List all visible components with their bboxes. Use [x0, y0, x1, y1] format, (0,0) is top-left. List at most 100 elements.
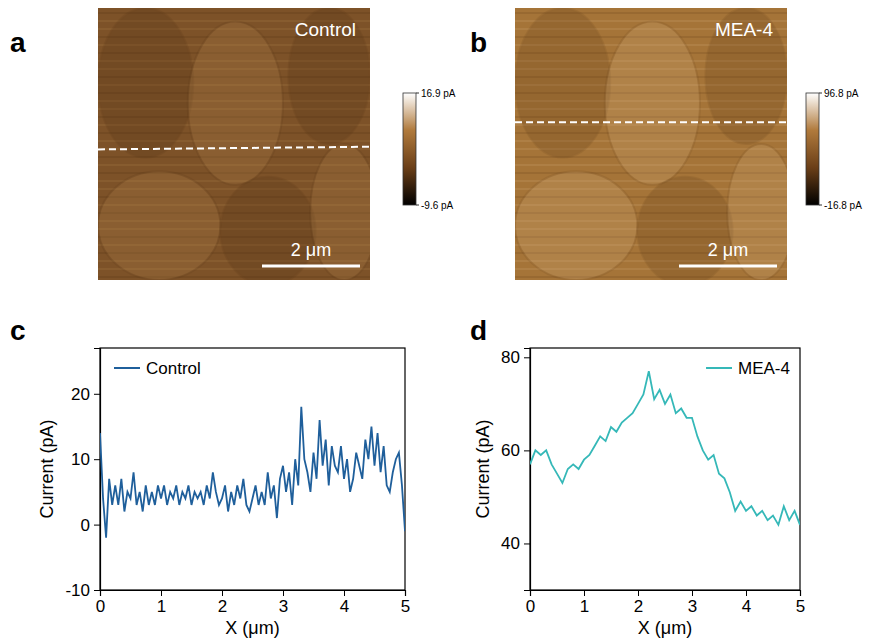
tick-mark	[94, 525, 100, 526]
tick-label: 1	[580, 597, 589, 616]
panel-letter: b	[470, 27, 487, 58]
colorbar-tick-label: -9.6 pA	[421, 200, 454, 211]
tick: 2	[218, 590, 227, 616]
tick-mark	[524, 450, 530, 451]
data-layer	[530, 371, 800, 525]
tick-mark	[94, 459, 100, 460]
grain	[288, 8, 370, 144]
tick: 1	[157, 590, 166, 616]
colorbar-tick-label: -16.8 pA	[824, 200, 862, 211]
legend: Control	[114, 359, 201, 378]
image-panel: a Control 2 μm 16.9 pA -9.6 pA	[10, 8, 456, 285]
tick-mark	[746, 590, 747, 596]
tick-mark	[800, 590, 801, 596]
data-line	[530, 371, 800, 525]
grain	[98, 8, 193, 158]
tick: 0	[526, 590, 535, 616]
colorbar-tick-label: 96.8 pA	[824, 88, 859, 99]
line-panel: d012345406080X (μm)Current (pA)MEA-4	[470, 315, 805, 638]
tick: 1	[580, 590, 589, 616]
axis-line	[94, 349, 101, 591]
tick: 0	[96, 590, 105, 616]
tick-label: 2	[218, 597, 227, 616]
tick-mark	[161, 590, 162, 596]
tick: 2	[634, 590, 643, 616]
scale-bar-label: 2 μm	[291, 240, 331, 260]
plot-frame	[100, 348, 405, 590]
data-layer	[100, 407, 405, 538]
tick-label: 5	[796, 597, 805, 616]
colorbar-tick	[819, 205, 822, 206]
legend-label: Control	[146, 359, 201, 378]
tick-label: 2	[634, 597, 643, 616]
tick: 0	[81, 516, 100, 535]
profile-line	[98, 147, 370, 150]
grain	[188, 22, 283, 185]
figure: a Control 2 μm 16.9 pA -9.6 pA b MEA-4 2 μm 96.8…	[0, 0, 871, 641]
tick: 20	[71, 385, 100, 404]
y-axis-title: Current (pA)	[473, 419, 493, 518]
legend: MEA-4	[706, 359, 790, 378]
colorbar	[806, 93, 819, 205]
tick-label: 80	[501, 348, 520, 367]
colorbar-tick	[416, 205, 419, 206]
tick-label: 60	[501, 441, 520, 460]
tick-mark	[638, 590, 639, 596]
y-axis-title: Current (pA)	[37, 419, 57, 518]
image-title: MEA-4	[715, 19, 774, 40]
legend-entry: Control	[114, 359, 201, 378]
tick-label: 3	[279, 597, 288, 616]
data-line	[100, 407, 405, 538]
tick-mark	[692, 590, 693, 596]
legend-entry: MEA-4	[706, 359, 790, 378]
image-title: Control	[295, 19, 356, 40]
legend-swatch	[114, 367, 140, 369]
tick-mark	[94, 590, 100, 591]
tick: 3	[688, 590, 697, 616]
scale-bar	[262, 265, 360, 268]
grain	[98, 171, 220, 280]
tick: 4	[742, 590, 751, 616]
grain	[515, 8, 610, 158]
tick-label: -10	[65, 581, 90, 600]
tick-label: 1	[157, 597, 166, 616]
colorbar-tick	[416, 93, 419, 94]
axis: 0 1 2 3 4 5	[96, 590, 410, 616]
tick-label: 4	[340, 597, 349, 616]
legend-label: MEA-4	[738, 359, 790, 378]
tick: 5	[401, 590, 410, 616]
tick: 60	[501, 441, 530, 460]
profile-line	[515, 121, 787, 123]
axis-line	[524, 349, 531, 591]
colorbar	[403, 93, 416, 205]
axis: -1001020	[65, 349, 100, 600]
tick: 5	[796, 590, 805, 616]
image-panel: bMEA-42 μm96.8 pA-16.8 pA	[470, 8, 862, 285]
tick-label: 0	[526, 597, 535, 616]
plot-frame	[530, 348, 800, 590]
tick-label: 20	[71, 385, 90, 404]
tick-label: 3	[688, 597, 697, 616]
axis: 40 60 80	[501, 348, 530, 590]
tick-label: 5	[401, 597, 410, 616]
line-panel: c012345-1001020X (μm)Current (pA)Control	[10, 315, 410, 638]
map-texture	[98, 8, 370, 280]
grain	[637, 177, 732, 280]
tick-mark	[524, 357, 530, 358]
tick: 3	[279, 590, 288, 616]
tick-label: 4	[742, 597, 751, 616]
tick: 40	[501, 534, 530, 553]
tick-mark	[524, 543, 530, 544]
tick-mark	[584, 590, 585, 596]
colorbar-tick-label: 16.9 pA	[421, 88, 456, 99]
grain	[515, 171, 637, 280]
x-axis-title: X (μm)	[638, 618, 692, 638]
axis-line	[101, 591, 406, 597]
tick-mark	[222, 590, 223, 596]
grain	[605, 22, 700, 185]
tick: -10	[65, 581, 100, 600]
tick-mark	[344, 590, 345, 596]
map-texture	[515, 8, 787, 280]
panel-letter: a	[10, 27, 26, 58]
tick-label: 40	[501, 534, 520, 553]
